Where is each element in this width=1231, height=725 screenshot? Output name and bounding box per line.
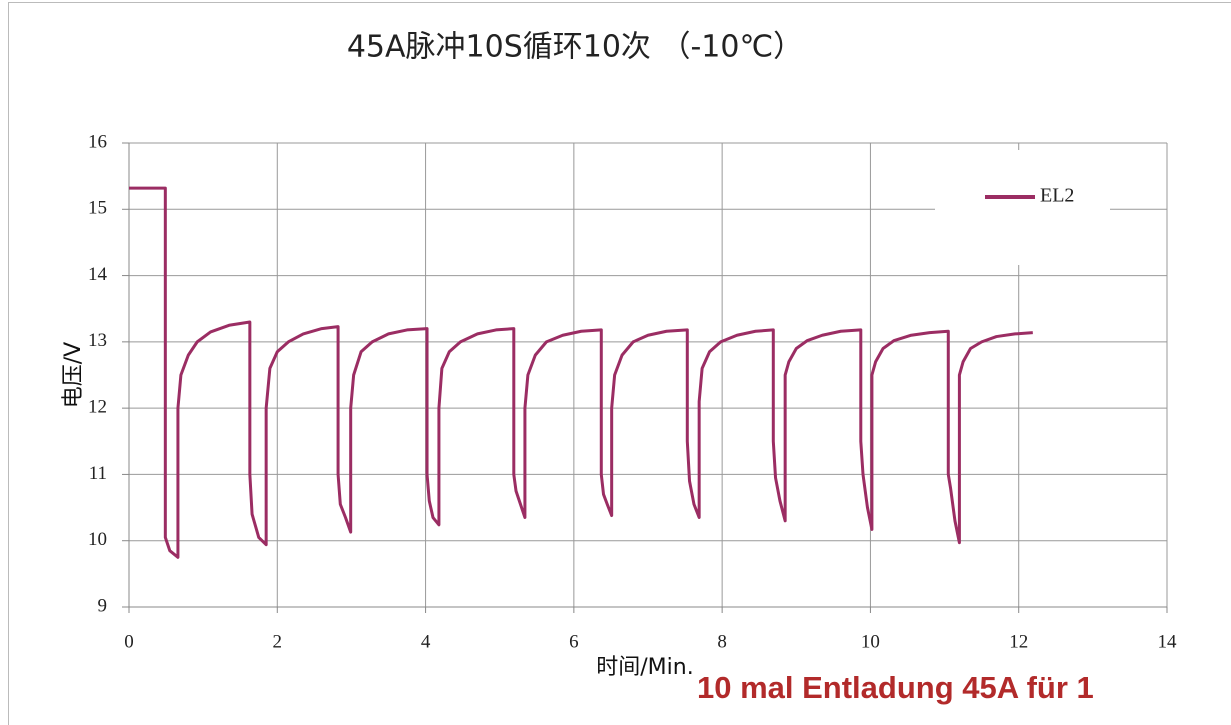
plot (129, 186, 1033, 559)
x-tick-label: 2 (273, 631, 283, 652)
annotation: 10 mal Entladung 45A für 1 (697, 670, 1094, 705)
y-tick-label: 14 (88, 264, 108, 285)
x-tick-label: 6 (569, 631, 579, 652)
y-axis-label: 电压/V (61, 342, 86, 408)
x-tick-label: 10 (861, 631, 880, 652)
y-tick-label: 9 (98, 595, 108, 616)
x-tick-label: 14 (1158, 631, 1178, 652)
legend-box (935, 150, 1110, 265)
y-tick-label: 11 (89, 463, 107, 484)
y-tick-label: 10 (88, 529, 107, 550)
chart-title: 45A脉冲10S循环10次 （-10℃） (347, 30, 803, 65)
legend-label: EL2 (1040, 185, 1074, 207)
y-tick-label: 13 (88, 330, 107, 351)
y-tick-label: 15 (88, 198, 107, 219)
y-tick-label: 16 (88, 131, 107, 152)
legend: EL2 (935, 150, 1110, 265)
x-tick-label: 12 (1009, 631, 1028, 652)
x-tick-label: 4 (421, 631, 431, 652)
series-line (129, 186, 1033, 559)
x-tick-label: 8 (717, 631, 727, 652)
y-tick-label: 12 (88, 397, 107, 418)
ticks: 9 10 11 12 13 14 15 16 0 2 4 6 8 10 12 14 (88, 131, 1177, 652)
x-axis-label: 时间/Min. (596, 655, 693, 680)
x-tick-label: 0 (124, 631, 134, 652)
